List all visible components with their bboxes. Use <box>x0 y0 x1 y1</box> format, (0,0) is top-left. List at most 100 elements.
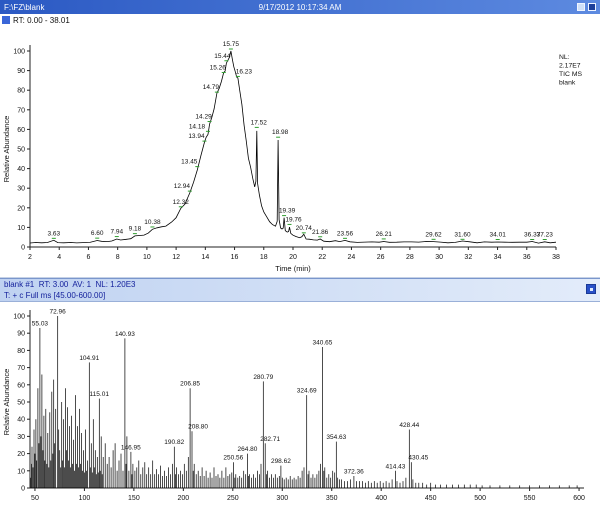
x-tick-label: 16 <box>231 254 239 261</box>
peak-label: 12.94 <box>174 183 191 190</box>
rt-range-label: RT: 0.00 - 38.01 <box>13 16 70 25</box>
x-tick-label: 34 <box>494 254 502 261</box>
peak-label: 17.52 <box>251 119 268 126</box>
peak-label: 115.01 <box>90 391 110 398</box>
y-tick-label: 50 <box>17 400 25 407</box>
titlebar-file-path: F:\FZ\blank <box>4 2 45 12</box>
x-tick-label: 600 <box>573 495 585 502</box>
peak-label: 264.80 <box>237 446 257 453</box>
y-tick-label: 60 <box>17 382 25 389</box>
peak-label: 16.23 <box>236 68 253 75</box>
x-tick-label: 300 <box>276 495 288 502</box>
x-tick-label: 4 <box>57 254 61 261</box>
peak-label: 72.96 <box>50 309 67 316</box>
peak-label: 7.94 <box>110 229 123 236</box>
y-tick-label: 100 <box>13 314 25 321</box>
rt-range-row: RT: 0.00 - 38.01 <box>0 14 600 27</box>
legend-line: NL: <box>559 54 570 61</box>
peak-label: 12.32 <box>173 199 190 206</box>
pane-marker-icon[interactable] <box>2 16 10 24</box>
y-tick-label: 10 <box>17 468 25 475</box>
y-axis-title: Relative Abundance <box>2 116 11 183</box>
legend-line: TIC MS <box>559 71 582 78</box>
peak-label: 206.85 <box>180 381 200 388</box>
peak-label: 430.45 <box>408 455 428 462</box>
titlebar-icons <box>577 3 596 11</box>
x-tick-label: 100 <box>79 495 91 502</box>
pushpin-icon[interactable] <box>586 284 596 294</box>
y-tick-label: 20 <box>17 205 25 212</box>
peak-label: 250.56 <box>223 455 243 462</box>
peak-label: 140.93 <box>115 331 135 338</box>
legend-line: 2.17E7 <box>559 63 581 70</box>
peak-label: 26.21 <box>376 231 393 238</box>
peak-label: 3.63 <box>47 230 60 237</box>
window-layout-icon[interactable] <box>577 3 585 11</box>
peak-label: 19.39 <box>279 208 296 215</box>
spectrum-plot[interactable]: 0 10 20 30 40 50 60 70 80 90 100 50 100 150 200 250 300 3… <box>0 302 600 514</box>
peak-label: 282.71 <box>260 436 280 443</box>
x-tick-label: 350 <box>326 495 338 502</box>
peak-label: 428.44 <box>399 422 419 429</box>
peak-label: 23.56 <box>337 230 354 237</box>
peak-label: 15.26 <box>210 65 227 72</box>
x-tick-label: 8 <box>116 254 120 261</box>
x-tick-label: 400 <box>375 495 387 502</box>
legend-line: blank <box>559 80 576 87</box>
peak-label: 29.62 <box>425 231 442 238</box>
y-tick-label: 100 <box>13 49 25 56</box>
peak-label: 298.62 <box>271 458 291 465</box>
y-tick-label: 30 <box>17 186 25 193</box>
peak-label: 280.79 <box>253 374 273 381</box>
peak-label: 6.60 <box>91 230 104 237</box>
chromatogram-pane[interactable]: RT: 0.00 - 38.01 0 10 20 30 40 50 60 70 80 90 100 2… <box>0 14 600 278</box>
peak-label: 340.65 <box>313 339 333 346</box>
y-tick-label: 70 <box>17 365 25 372</box>
y-tick-label: 40 <box>17 166 25 173</box>
spectrum-header-line2: T: + c Full ms [45.00-600.00] <box>4 291 106 300</box>
peak-label: 13.45 <box>181 159 198 166</box>
peak-label: 414.43 <box>386 463 406 470</box>
y-tick-label: 40 <box>17 417 25 424</box>
pushpin-icon[interactable] <box>588 3 596 11</box>
peak-label: 15.75 <box>223 41 240 48</box>
peak-label: 354.63 <box>326 434 346 441</box>
peak-label: 36.37 <box>524 232 541 239</box>
spectrum-header-line1: blank #1 RT: 3.00 AV: 1 NL: 1.20E3 <box>4 280 136 289</box>
titlebar[interactable]: F:\FZ\blank 9/17/2012 10:17:34 AM <box>0 0 600 14</box>
x-tick-label: 18 <box>260 254 268 261</box>
x-tick-label: 38 <box>552 254 560 261</box>
peak-label: 14.18 <box>189 123 206 130</box>
x-tick-label: 500 <box>474 495 486 502</box>
peak-label: 104.91 <box>79 355 99 362</box>
y-tick-label: 0 <box>21 486 25 493</box>
spectrum-pane-header[interactable]: blank #1 RT: 3.00 AV: 1 NL: 1.20E3 T: + … <box>0 278 600 302</box>
peak-label: 14.79 <box>203 84 220 91</box>
x-axis-title: Time (min) <box>275 264 311 273</box>
peak-label: 14.29 <box>195 114 212 121</box>
y-tick-label: 80 <box>17 88 25 95</box>
peak-label: 55.03 <box>32 321 49 328</box>
peak-label: 9.18 <box>129 226 142 233</box>
x-tick-label: 550 <box>524 495 536 502</box>
peak-label: 37.23 <box>537 232 554 239</box>
peak-label: 146.95 <box>121 444 141 451</box>
y-tick-label: 80 <box>17 348 25 355</box>
peak-label: 15.44 <box>214 53 231 60</box>
x-tick-label: 28 <box>406 254 414 261</box>
x-tick-label: 2 <box>28 254 32 261</box>
y-tick-label: 20 <box>17 451 25 458</box>
peak-label: 21.86 <box>312 229 329 236</box>
peak-label: 10.38 <box>144 219 161 226</box>
x-tick-label: 150 <box>128 495 140 502</box>
spectrum-pane[interactable]: 0 10 20 30 40 50 60 70 80 90 100 50 100 150 200 250 300 3… <box>0 302 600 514</box>
y-tick-label: 70 <box>17 107 25 114</box>
x-tick-label: 32 <box>464 254 472 261</box>
x-tick-label: 6 <box>86 254 90 261</box>
peak-label: 208.80 <box>188 424 208 431</box>
x-tick-label: 26 <box>377 254 385 261</box>
peak-label: 190.82 <box>164 439 184 446</box>
y-tick-label: 10 <box>17 225 25 232</box>
